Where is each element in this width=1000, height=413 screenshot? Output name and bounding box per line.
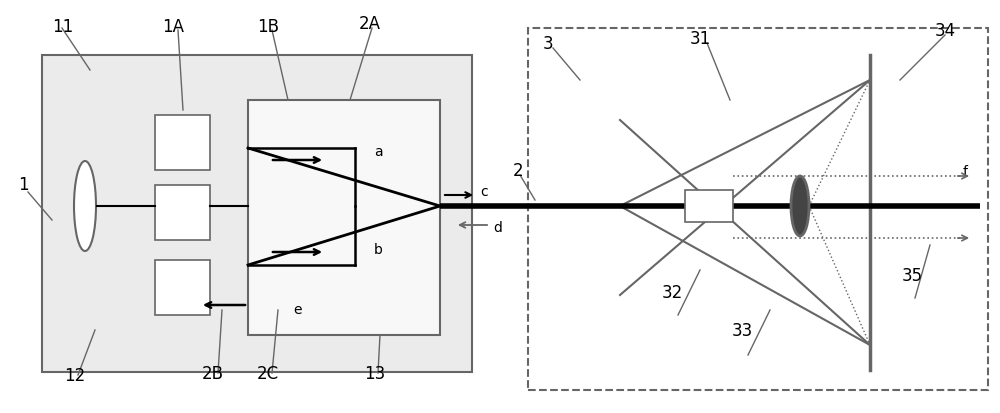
Text: 33: 33 — [731, 322, 753, 340]
Text: 31: 31 — [689, 30, 711, 48]
Bar — [248, 100, 440, 335]
Text: 3: 3 — [543, 35, 553, 53]
Text: 13: 13 — [364, 365, 386, 383]
Text: 2C: 2C — [257, 365, 279, 383]
Text: 1A: 1A — [162, 18, 184, 36]
Text: 1B: 1B — [257, 18, 279, 36]
Text: 35: 35 — [901, 267, 923, 285]
Text: 2A: 2A — [359, 15, 381, 33]
Text: e: e — [294, 303, 302, 317]
Text: a: a — [374, 145, 382, 159]
Bar — [42, 55, 472, 372]
Bar — [528, 28, 988, 390]
Text: c: c — [480, 185, 488, 199]
Ellipse shape — [74, 161, 96, 251]
Text: f: f — [963, 165, 968, 179]
Text: 11: 11 — [52, 18, 73, 36]
Text: 2B: 2B — [202, 365, 224, 383]
Text: b: b — [374, 243, 382, 257]
Text: 34: 34 — [934, 22, 956, 40]
Bar — [155, 115, 210, 170]
Text: 32: 32 — [661, 284, 683, 302]
Text: d: d — [493, 221, 502, 235]
Ellipse shape — [791, 176, 809, 236]
Bar — [155, 260, 210, 315]
Bar — [155, 185, 210, 240]
Text: 12: 12 — [64, 367, 86, 385]
Text: 2: 2 — [513, 162, 523, 180]
Bar — [685, 190, 733, 222]
Text: 1: 1 — [18, 176, 29, 194]
